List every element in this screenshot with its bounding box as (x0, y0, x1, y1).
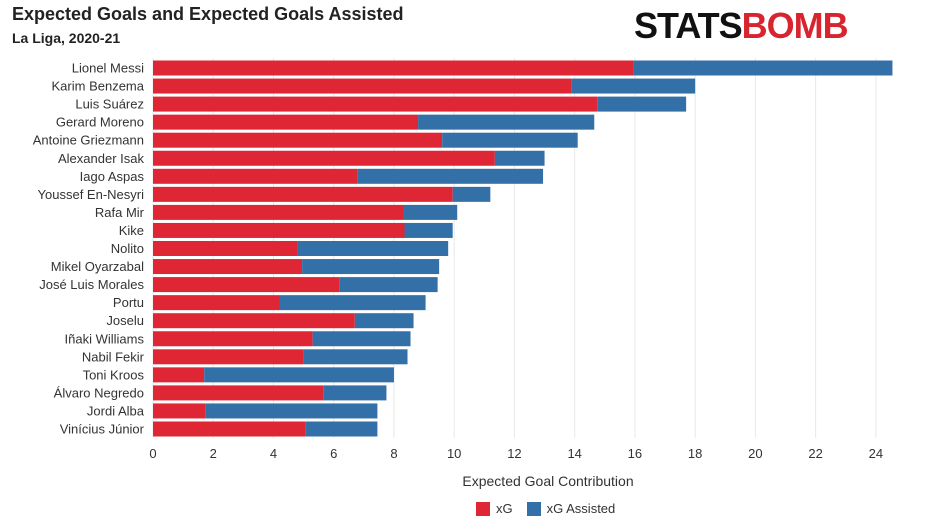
bar-xg-assisted (418, 114, 595, 130)
x-tick-label: 24 (869, 446, 883, 461)
y-axis-label: Luis Suárez (75, 97, 144, 112)
bar-xg-assisted (357, 168, 544, 184)
y-axis-label: Portu (113, 295, 144, 310)
chart-subtitle: La Liga, 2020-21 (12, 30, 121, 46)
logo-text-stats: STATS (634, 5, 743, 46)
bar-xg-assisted (297, 241, 449, 256)
bar-xg-assisted (323, 385, 387, 401)
bar-xg-assisted (204, 367, 394, 383)
bar-xg (153, 385, 324, 401)
bar-xg-assisted (312, 331, 411, 347)
y-axis-label: Karim Benzema (52, 79, 145, 94)
x-axis-ticks: 0 2 4 6 8 10 12 14 16 18 20 22 24 (149, 446, 883, 461)
x-tick-label: 14 (567, 446, 581, 461)
bar-xg (153, 96, 598, 112)
bar-xg (153, 132, 443, 148)
legend-item-xg: xG (476, 501, 513, 516)
y-axis-label: Nolito (111, 241, 144, 256)
x-tick-label: 12 (507, 446, 521, 461)
bar-xg-assisted (302, 259, 440, 275)
bar-xg-assisted (205, 403, 378, 419)
bar-xg (153, 150, 495, 166)
y-axis-label: Antoine Griezmann (33, 133, 144, 148)
bar-xg (153, 295, 280, 311)
bar-xg-assisted (354, 313, 414, 329)
y-axis-label: Rafa Mir (95, 205, 145, 220)
bar-xg-assisted (452, 186, 491, 202)
bar-xg (153, 186, 453, 202)
bar-xg (153, 60, 634, 76)
y-axis-label: Nabil Fekir (82, 349, 145, 364)
bar-xg-assisted (442, 132, 578, 148)
bar-xg (153, 421, 306, 437)
bar-xg (153, 259, 303, 275)
bar-xg-assisted (305, 421, 378, 437)
y-axis-label: Iago Aspas (80, 169, 145, 184)
bar-xg (153, 277, 340, 293)
bar-xg (153, 114, 419, 130)
x-tick-label: 16 (628, 446, 642, 461)
y-axis-label: Toni Kroos (83, 367, 145, 382)
bar-xg-assisted (571, 78, 696, 94)
bar-xg (153, 403, 206, 419)
bars (153, 60, 893, 437)
x-axis-label: Expected Goal Contribution (462, 473, 634, 489)
y-axis-label: Gerard Moreno (56, 115, 144, 130)
statsbomb-logo: STATSBOMB (634, 5, 849, 46)
y-axis-label: Álvaro Negredo (54, 385, 144, 400)
bar-xg-assisted (303, 349, 408, 365)
bar-xg-assisted (402, 204, 458, 220)
legend-swatch-xg (476, 501, 490, 516)
y-axis-label: Iñaki Williams (65, 331, 145, 346)
bar-xg (153, 222, 405, 238)
bar-xg-assisted (633, 60, 893, 76)
bar-xg-assisted (597, 96, 687, 112)
x-tick-label: 20 (748, 446, 762, 461)
x-tick-label: 6 (330, 446, 337, 461)
y-axis-label: Alexander Isak (58, 151, 144, 166)
x-tick-label: 8 (390, 446, 397, 461)
x-tick-label: 10 (447, 446, 461, 461)
bar-xg (153, 168, 358, 184)
y-axis-label: Vinícius Júnior (60, 422, 145, 437)
chart-title: Expected Goals and Expected Goals Assist… (12, 4, 404, 24)
y-axis-label: Youssef En-Nesyri (38, 187, 145, 202)
x-tick-label: 2 (210, 446, 217, 461)
x-tick-label: 4 (270, 446, 277, 461)
bar-xg (153, 331, 313, 347)
bar-xg (153, 204, 403, 220)
y-axis-label: José Luis Morales (39, 277, 144, 292)
legend-label-xg: xG (496, 501, 513, 516)
bar-xg-assisted (279, 295, 426, 311)
bar-xg-assisted (404, 222, 453, 238)
legend-swatch-xga (526, 501, 541, 516)
y-axis-label: Mikel Oyarzabal (51, 259, 144, 274)
bar-xg (153, 367, 205, 383)
x-tick-label: 22 (808, 446, 822, 461)
y-axis-labels: Lionel Messi Karim Benzema Luis Suárez Gera… (33, 61, 145, 437)
x-tick-label: 0 (149, 446, 156, 461)
y-axis-label: Kike (119, 223, 144, 238)
logo-text-bomb: BOMB (741, 5, 849, 46)
bar-xg (153, 241, 298, 256)
bar-xg (153, 349, 304, 365)
y-axis-label: Jordi Alba (87, 403, 145, 418)
bar-xg (153, 78, 572, 94)
bar-xg (153, 313, 355, 329)
bar-xg-assisted (494, 150, 545, 166)
x-tick-label: 18 (688, 446, 702, 461)
legend-item-xga: xG Assisted (526, 501, 616, 516)
y-axis-label: Lionel Messi (72, 61, 144, 76)
legend: xG xG Assisted (476, 501, 629, 516)
y-axis-label: Joselu (106, 313, 144, 328)
bar-xg-assisted (339, 277, 438, 293)
legend-label-xga: xG Assisted (546, 501, 616, 516)
